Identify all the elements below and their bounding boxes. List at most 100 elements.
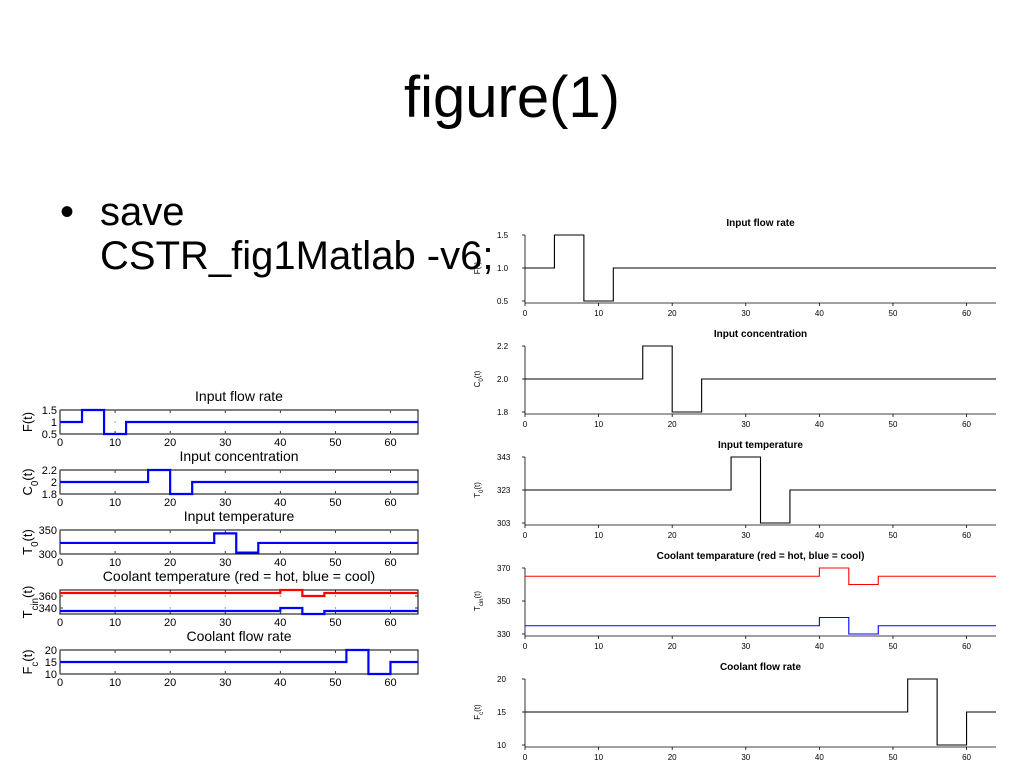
- grid-dot: [334, 469, 336, 471]
- x-tick-label: 20: [164, 617, 176, 629]
- grid-dot: [389, 433, 392, 435]
- grid-dot: [114, 595, 116, 597]
- chart-title: Coolant temparature (red = hot, blue = c…: [657, 551, 865, 562]
- x-tick-label: 60: [962, 420, 971, 429]
- y-tick-label: 2.2: [42, 465, 57, 477]
- series-line-1: [525, 567, 996, 586]
- x-tick-label: 60: [384, 437, 396, 449]
- y-tick-label: 300: [39, 549, 57, 561]
- y-tick-label: 360: [39, 591, 57, 603]
- bullet-line-1: save: [100, 190, 185, 234]
- y-axis-label: C0(t): [20, 468, 41, 495]
- series-line-1: [525, 345, 996, 413]
- matlab-plot-flow: Input flow rate F(t) 0 10 20 30 40 50 60 0.511.5: [20, 388, 419, 449]
- y-tick-label: 1.8: [42, 489, 57, 501]
- grid-dot: [389, 409, 392, 411]
- grid-dot: [279, 529, 281, 531]
- x-tick-label: 30: [219, 557, 231, 569]
- y-tick-label: 1.0: [497, 264, 509, 273]
- grid-dot: [169, 649, 171, 651]
- grid-dot: [59, 673, 61, 675]
- x-tick-label: 0: [523, 753, 528, 762]
- x-tick-label: 30: [741, 531, 750, 540]
- y-tick-label: 2: [51, 477, 57, 489]
- grid-dot: [169, 673, 171, 675]
- y-axis-label: F(t): [20, 412, 35, 432]
- x-tick-label: 0: [523, 531, 528, 540]
- grid-dot: [279, 553, 281, 555]
- x-tick-label: 40: [274, 497, 286, 509]
- x-tick-label: 20: [164, 557, 176, 569]
- y-tick-label: 15: [497, 708, 506, 717]
- series-line-2: [525, 616, 996, 635]
- grid-dot: [114, 673, 116, 675]
- grid-dot: [224, 595, 226, 597]
- grid-dot: [334, 553, 336, 555]
- x-tick-label: 60: [384, 617, 396, 629]
- x-tick-label: 60: [962, 753, 971, 762]
- y-axis-label: Tcin(t): [20, 586, 41, 619]
- x-tick-label: 50: [889, 642, 898, 651]
- y-tick-label: 323: [497, 486, 511, 495]
- chart-title: Input flow rate: [195, 388, 283, 404]
- x-tick-label: 30: [219, 617, 231, 629]
- series-line-1: [525, 234, 996, 302]
- grid-dot: [389, 553, 392, 555]
- series-line-1: [60, 532, 418, 554]
- r-plot-temperature: Input temperature T0(t) 0 10 20 30 40 50 60 303 32…: [473, 440, 996, 540]
- y-tick-label: 0.5: [497, 297, 509, 306]
- x-tick-label: 30: [741, 642, 750, 651]
- grid-dot: [59, 649, 61, 651]
- x-tick-label: 0: [523, 642, 528, 651]
- grid-dot: [334, 493, 336, 495]
- y-axis-label: F(t): [473, 261, 482, 274]
- y-tick-label: 1.5: [497, 231, 509, 240]
- chart-title: Input temperature: [718, 440, 803, 451]
- x-tick-label: 10: [594, 420, 603, 429]
- y-axis-label: Fc(t): [20, 649, 41, 674]
- x-tick-label: 60: [384, 677, 396, 689]
- series-line-1: [525, 456, 996, 524]
- grid-dot: [279, 433, 281, 435]
- x-tick-label: 10: [594, 642, 603, 651]
- x-tick-label: 20: [668, 309, 677, 318]
- grid-dot: [114, 421, 116, 423]
- x-tick-label: 30: [741, 420, 750, 429]
- y-tick-label: 10: [45, 669, 57, 681]
- chart-title: Input concentration: [714, 329, 807, 340]
- x-tick-label: 30: [219, 677, 231, 689]
- grid-dot: [169, 553, 171, 555]
- y-tick-label: 10: [497, 741, 506, 750]
- grid-dot: [279, 409, 281, 411]
- x-tick-label: 10: [109, 617, 121, 629]
- x-tick-label: 40: [815, 531, 824, 540]
- x-tick-label: 60: [962, 531, 971, 540]
- y-tick-label: 303: [497, 519, 511, 528]
- x-tick-label: 50: [329, 557, 341, 569]
- x-tick-label: 40: [274, 617, 286, 629]
- r-plot-coolant-flow: Coolant flow rate Fc(t) 0 10 20 30 40 50 60 10 15 2…: [473, 662, 996, 762]
- y-tick-label: 1: [51, 417, 57, 429]
- grid-dot: [389, 529, 392, 531]
- x-tick-label: 10: [109, 557, 121, 569]
- grid-dot: [59, 595, 61, 597]
- x-tick-label: 10: [109, 677, 121, 689]
- grid-dot: [389, 595, 392, 597]
- grid-dot: [169, 595, 171, 597]
- x-tick-label: 20: [668, 420, 677, 429]
- grid-dot: [279, 493, 281, 495]
- grid-dot: [389, 607, 392, 609]
- chart-title: Input concentration: [179, 448, 298, 464]
- x-tick-label: 30: [219, 437, 231, 449]
- grid-dot: [224, 673, 226, 675]
- grid-dot: [114, 607, 116, 609]
- x-tick-label: 0: [57, 677, 63, 689]
- grid-dot: [389, 469, 392, 471]
- series-line-1: [60, 648, 418, 676]
- grid-dot: [389, 649, 392, 651]
- x-tick-label: 40: [815, 420, 824, 429]
- grid-dot: [279, 469, 281, 471]
- grid-dot: [114, 409, 116, 411]
- grid-dot: [334, 649, 336, 651]
- x-tick-label: 0: [57, 557, 63, 569]
